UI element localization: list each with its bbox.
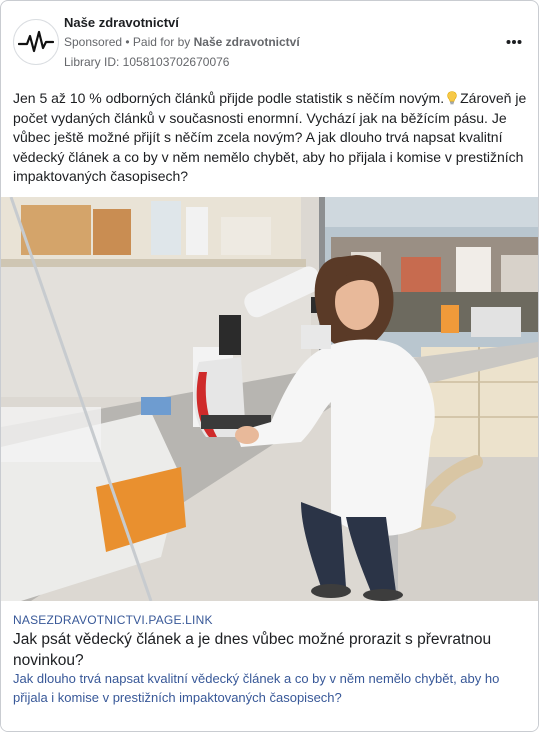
link-title[interactable]: Jak psát vědecký článek a je dnes vůbec … [13, 631, 492, 669]
paid-for-label: Paid for by [132, 35, 194, 49]
heartbeat-line-icon [18, 30, 54, 53]
more-options-button[interactable] [506, 33, 522, 45]
post-header: Naše zdravotnictví Sponsored • Paid for … [13, 13, 526, 73]
page-name[interactable]: Naše zdravotnictví [64, 15, 179, 30]
ad-image[interactable] [1, 197, 538, 601]
sponsored-line: Sponsored • Paid for by Naše zdravotnict… [64, 35, 300, 49]
post-text: Jen 5 až 10 % odborných článků přijde po… [13, 89, 529, 187]
post-text-part-1: Jen 5 až 10 % odborných článků přijde po… [13, 90, 445, 106]
more-horizontal-icon [506, 40, 522, 44]
paid-by-name: Naše zdravotnictví [193, 35, 300, 49]
link-domain[interactable]: NASEZDRAVOTNICTVI.PAGE.LINK [13, 613, 213, 627]
link-preview[interactable]: NASEZDRAVOTNICTVI.PAGE.LINK Jak psát věd… [1, 601, 538, 731]
meta-separator: • [122, 35, 133, 49]
sponsored-label[interactable]: Sponsored [64, 35, 123, 49]
scientist-at-microscope-photo [1, 197, 538, 601]
lightbulb-icon [447, 91, 457, 105]
link-description[interactable]: Jak dlouho trvá napsat kvalitní vědecký … [13, 671, 500, 705]
page-avatar[interactable] [13, 19, 59, 65]
library-id: Library ID: 1058103702670076 [64, 55, 230, 69]
post-text-part-2: Zároveň je počet vydaných článků v souča… [13, 90, 527, 184]
